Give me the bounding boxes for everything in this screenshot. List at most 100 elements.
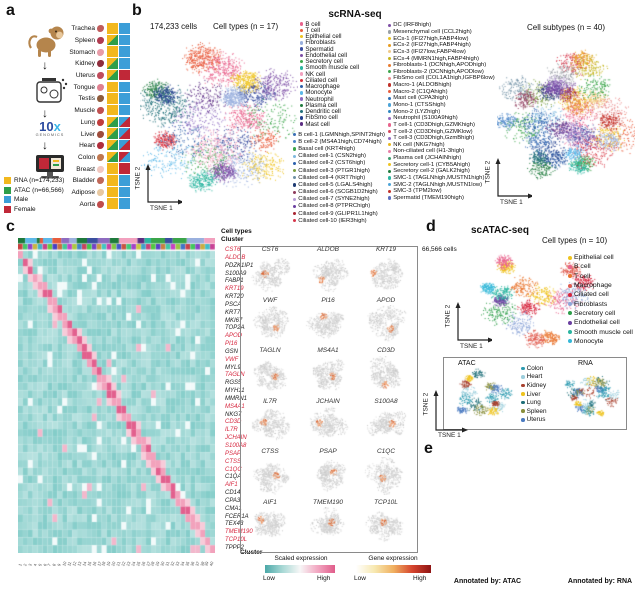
atac-rna-comparison-box (443, 357, 627, 430)
dataset-legend: RNA (n=174,233) ATAC (n=66,566) Male Female (4, 176, 64, 214)
feature-tsne-canvas (305, 507, 351, 545)
gene-label: IL7R (225, 427, 238, 434)
legend-item: Kidney (521, 381, 547, 390)
legend-swatch (4, 205, 11, 213)
legend-item: SMC-1 (TAGLNhigh,MUSTN1high) (388, 175, 495, 182)
legend-dot (388, 96, 392, 100)
legend-item: FibSmo cell (COL1A1high,IGFBP6low) (388, 75, 495, 82)
legend-dot (568, 274, 572, 279)
legend-item: B cell-1 (LGMNhigh,SPINT2high) (293, 131, 385, 138)
legend-dot (388, 50, 392, 54)
gene-label: GSN (225, 348, 239, 355)
cell-types-tsne-plot (140, 32, 298, 204)
legend-item: Smooth muscle cell (300, 64, 359, 71)
feature-tsne-canvas (363, 456, 409, 495)
legend-label: ATAC (n=66,566) (14, 186, 64, 194)
legend-label: Secretory cell-1 (CYB5Ahigh) (393, 161, 471, 168)
feature-plot: VWF (241, 297, 299, 343)
tsne2-axis-label: TSNE 2 (444, 304, 452, 328)
annotation-row-1-label: Cell types (221, 228, 252, 235)
legend-dot (300, 109, 304, 114)
panel-b-label: b (132, 2, 142, 19)
legend-item: Colon (521, 364, 547, 373)
legend-label: Mesenchymal cell (CCL2high) (393, 28, 472, 35)
bladder-icon (97, 177, 104, 185)
rna-atac-square (107, 175, 119, 187)
legend-dot (300, 53, 304, 58)
feature-plot: KRT19 (357, 246, 415, 293)
legend-label: B cell (305, 20, 321, 28)
tissue-name: Liver (80, 130, 95, 138)
feature-gene-label: PSAP (319, 448, 337, 455)
legend-item: Monocyte (300, 89, 359, 96)
legend-label: Mast cell (CPA3high) (393, 95, 449, 102)
legend-dot (388, 136, 392, 140)
legend-dot (388, 76, 392, 81)
gene-label: S100A9 (225, 270, 247, 277)
panel-c-label: c (6, 218, 15, 235)
legend-item: Endothelial cell (300, 51, 359, 59)
legend-dot (521, 400, 525, 405)
gene-label: MMRN1 (225, 395, 247, 402)
gene-label: AIF1 (225, 482, 238, 489)
legend-item: Ciliated cell-3 (PTGR1high) (293, 167, 385, 174)
annotated-by-rna-label: Annotated by: RNA (567, 578, 633, 585)
legend-item: Liver (521, 390, 547, 399)
legend-label: T cell-3 (CD3Dhigh,GzmBhigh) (393, 135, 475, 142)
feature-plot: AIF1 (241, 499, 299, 545)
atac-plot-label: ATAC (458, 360, 476, 367)
legend-label: Ciliated cell-8 (PTPRChigh) (298, 203, 371, 210)
feature-tsne-canvas (305, 305, 351, 343)
monkey-icon (28, 26, 64, 57)
tsne2-axis-label: TSNE 2 (134, 166, 142, 190)
tissue-legend: Colon Heart Kidney Liver Lung Spleen Uterus (521, 364, 547, 424)
legend-label: SMC-2 (TAGLNhigh,MUSTN1low) (393, 181, 483, 188)
feature-plot: TAGLN (241, 347, 299, 394)
legend-dot (388, 83, 392, 87)
legend-label: Plasma cell (305, 101, 338, 109)
legend-label: Endothelial cell (305, 51, 348, 59)
legend-label: RNA (n=174,233) (14, 177, 65, 185)
legend-item: Mono-2 (LYZhigh) (388, 108, 495, 115)
legend-label: Macro-1 (ALDOBhigh) (393, 82, 452, 89)
legend-dot (521, 392, 525, 396)
feature-plot: S100A8 (357, 398, 415, 444)
feature-plot: JCHAIN (299, 398, 357, 444)
feature-tsne-canvas (247, 254, 293, 293)
feature-plot: CST6 (241, 246, 299, 293)
legend-dot (388, 43, 392, 47)
gene-label: KRT7 (225, 309, 241, 316)
legend-label: T cell-1 (CD3Dhigh,GZMKhigh) (393, 121, 475, 128)
legend-dot (568, 330, 572, 335)
legend-label: FibSmo cell (305, 114, 338, 122)
cell-subtypes-legend-col1: B cell-1 (LGMNhigh,SPINT2high) B cell-2 (… (293, 131, 385, 224)
legend-dot (388, 63, 392, 67)
sex-square (119, 46, 131, 58)
gene-label: MYH11 (225, 388, 245, 395)
gene-label: RGS5 (225, 380, 242, 387)
atac-tissue-tsne (446, 366, 518, 424)
legend-swatch (4, 196, 11, 204)
sex-square (119, 175, 131, 187)
gene-label: C1QC (225, 466, 242, 473)
legend-dot (388, 37, 392, 41)
sex-square (119, 34, 131, 47)
legend-label: DC (IRF8high) (393, 22, 432, 29)
legend-item: Fibroblasts (568, 299, 633, 308)
legend-item: Neutrophil (S100A9high) (388, 115, 495, 122)
liver-icon (97, 130, 104, 138)
legend-item: Ciliated cell-4 (KRT7high) (293, 174, 385, 181)
tissue-name: Trachea (71, 25, 95, 33)
legend-dot (388, 169, 392, 173)
legend-label: Fibroblasts-2 (DCNhigh,APODlow) (393, 68, 484, 75)
legend-item: SMC-2 (TAGLNhigh,MUSTN1low) (388, 181, 495, 188)
tissue-name: Lung (80, 118, 95, 126)
gene-label: APOD (225, 333, 243, 340)
legend-label: Spermatid (TMEM190high) (393, 194, 464, 201)
down-arrow-icon: ↓ (42, 138, 48, 152)
tissue-row: Tongue (58, 81, 131, 94)
muscle-icon (97, 107, 104, 115)
tissue-row: Colon (58, 151, 131, 164)
legend-label: Heart (526, 373, 543, 381)
legend-label: Basal cell (KRT4high) (298, 145, 356, 152)
